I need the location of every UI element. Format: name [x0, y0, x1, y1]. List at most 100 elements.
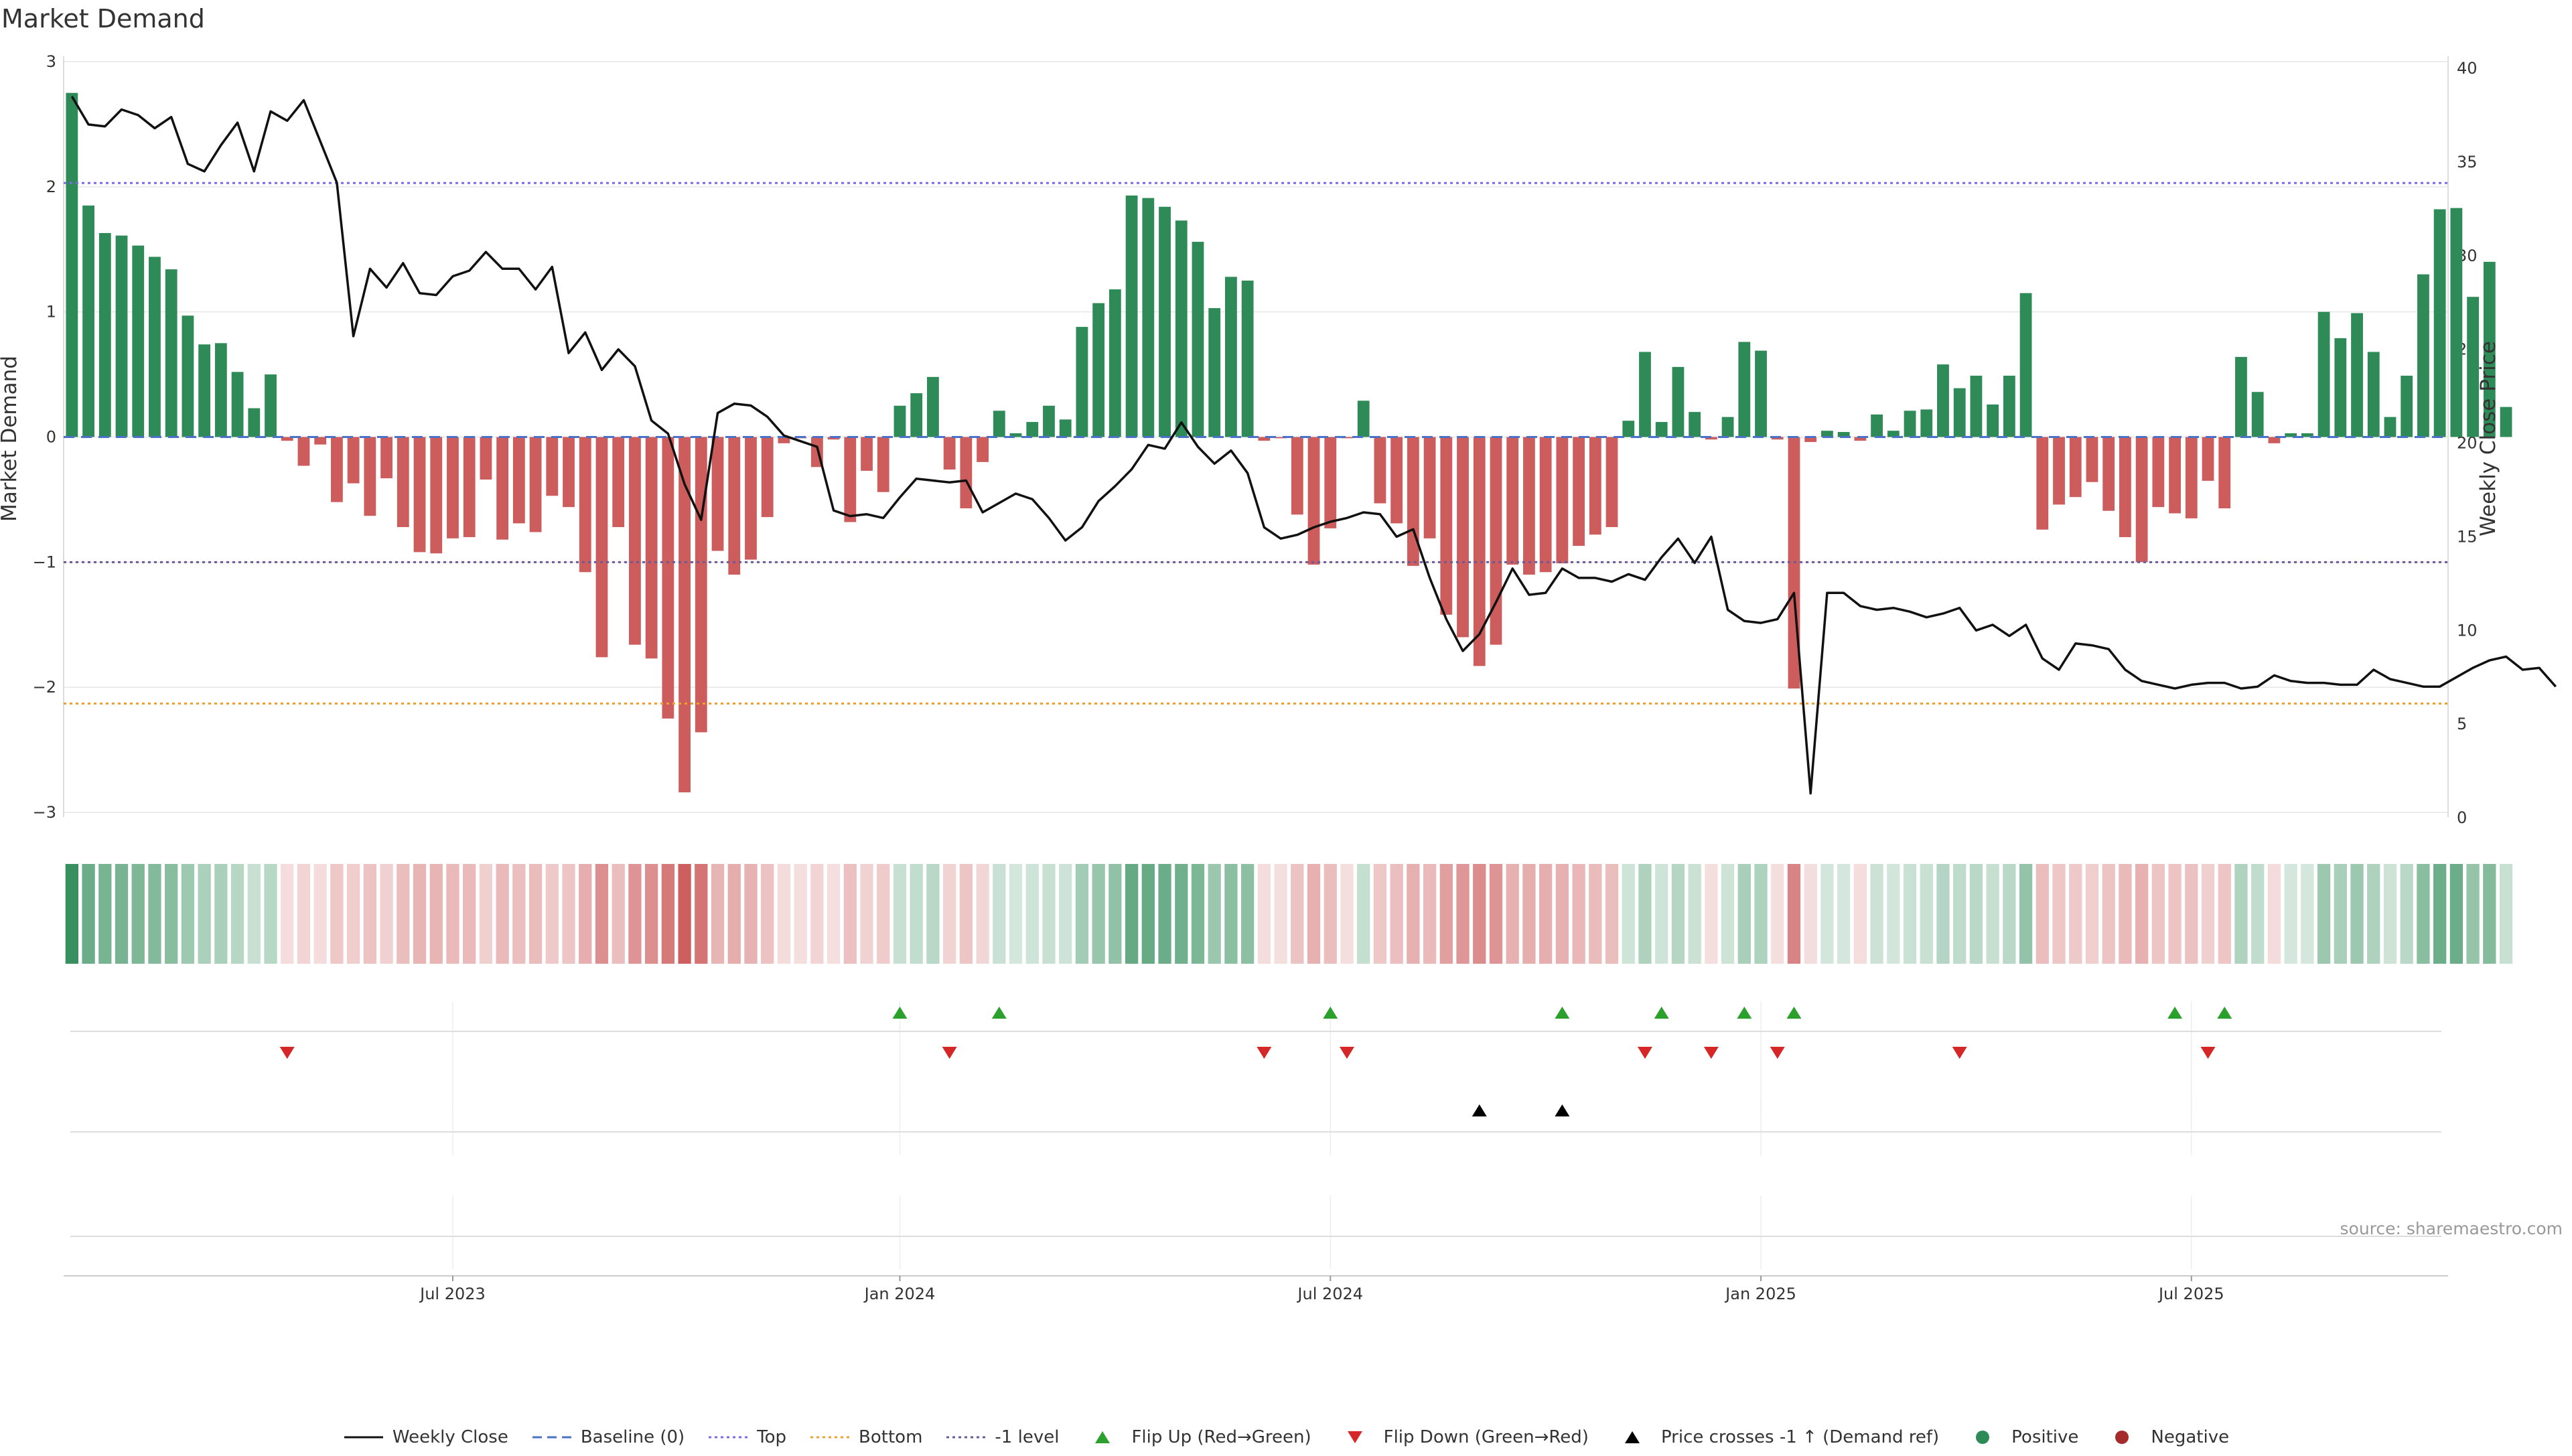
demand-bar: [1705, 437, 1717, 440]
strip-cell: [1920, 864, 1933, 964]
strip-cell: [2151, 864, 2165, 964]
legend-item: Negative: [2101, 1427, 2229, 1447]
flip-up-marker: [1323, 1007, 1338, 1019]
demand-bar: [894, 405, 906, 437]
strip-cell: [1390, 864, 1403, 964]
strip-cell: [810, 864, 824, 964]
strip-cell: [397, 864, 410, 964]
flip-down-marker: [1952, 1047, 1967, 1059]
flip-up-marker: [991, 1007, 1007, 1019]
strip-cell: [2019, 864, 2033, 964]
demand-bar: [248, 408, 261, 437]
price-cross-panel: [70, 1098, 2441, 1155]
demand-bar: [861, 437, 873, 471]
demand-bar: [1755, 350, 1767, 437]
demand-bar: [877, 437, 889, 492]
strip-cell: [1887, 864, 1900, 964]
legend-item: Flip Up (Red→Green): [1082, 1427, 1311, 1447]
demand-bar: [1639, 352, 1651, 437]
demand-bar: [1407, 437, 1419, 566]
strip-cell: [463, 864, 476, 964]
y2-tick-label: 15: [2457, 527, 2478, 546]
demand-bar: [993, 411, 1005, 437]
legend-label: Flip Up (Red→Green): [1131, 1427, 1311, 1447]
demand-bar: [2235, 356, 2247, 437]
demand-bar: [1556, 437, 1569, 564]
strip-cell: [2201, 864, 2215, 964]
strip-cell: [744, 864, 758, 964]
flip-up-marker: [1737, 1007, 1752, 1019]
strip-cell: [1870, 864, 1883, 964]
strip-cell: [1589, 864, 1602, 964]
legend-label: Weekly Close: [392, 1427, 508, 1447]
strip-cell: [2119, 864, 2132, 964]
strip-cell: [843, 864, 857, 964]
demand-bar: [1589, 437, 1601, 535]
x-tick-label: Jul 2023: [419, 1285, 486, 1303]
flip-down-marker: [1703, 1047, 1719, 1059]
demand-bar: [2169, 437, 2181, 514]
demand-bar: [761, 437, 774, 518]
strip-cell: [1307, 864, 1321, 964]
demand-bar: [2036, 437, 2049, 530]
strip-cell: [198, 864, 211, 964]
strip-cell: [1903, 864, 1917, 964]
flip-down-marker: [1339, 1047, 1354, 1059]
demand-bar: [910, 393, 923, 437]
demand-bar: [1655, 422, 1668, 437]
strip-cell: [1456, 864, 1470, 964]
demand-bar: [645, 437, 658, 659]
demand-bar: [1987, 404, 1999, 437]
x-tick-label: Jul 2025: [2157, 1285, 2224, 1303]
demand-bar: [214, 343, 227, 437]
strip-cell: [893, 864, 907, 964]
demand-bar: [1490, 437, 1502, 645]
strip-cell: [2003, 864, 2016, 964]
strip-cell: [579, 864, 592, 964]
strip-cell: [1555, 864, 1569, 964]
demand-bar: [1738, 342, 1751, 437]
demand-bar: [612, 437, 625, 528]
strip-cell: [827, 864, 841, 964]
demand-bar: [1374, 437, 1386, 504]
legend-item: Baseline (0): [531, 1427, 685, 1447]
demand-bar: [2185, 437, 2198, 518]
strip-cell: [1224, 864, 1238, 964]
strip-cell: [2383, 864, 2397, 964]
legend-symbol-icon: [946, 1436, 986, 1439]
strip-cell: [1158, 864, 1171, 964]
demand-bar: [2500, 407, 2512, 437]
demand-bar: [1109, 289, 1121, 437]
demand-bar: [149, 257, 161, 437]
strip-cell: [1936, 864, 1950, 964]
demand-bar: [1275, 437, 1287, 439]
demand-bar: [579, 437, 591, 573]
strip-cell: [1473, 864, 1486, 964]
flip-down-marker: [279, 1047, 295, 1059]
demand-bar: [2053, 437, 2065, 505]
strip-cell: [2284, 864, 2297, 964]
strip-cell: [612, 864, 625, 964]
strip-cell: [264, 864, 277, 964]
legend-item: Weekly Close: [343, 1427, 508, 1447]
demand-bar: [2102, 437, 2115, 511]
flip-up-marker: [1555, 1007, 1570, 1019]
flip-down-marker: [1637, 1047, 1652, 1059]
demand-color-strip: [65, 864, 2513, 964]
strip-cell: [165, 864, 178, 964]
demand-bar: [1076, 327, 1088, 437]
demand-bar: [546, 437, 559, 496]
strip-cell: [926, 864, 940, 964]
demand-bar: [1605, 437, 1618, 528]
demand-bar: [132, 245, 145, 437]
demand-bar: [447, 437, 459, 538]
strip-cell: [2267, 864, 2281, 964]
strip-cell: [115, 864, 129, 964]
demand-bar: [182, 315, 194, 437]
strip-cell: [1373, 864, 1387, 964]
demand-bar: [2003, 375, 2015, 437]
demand-bar: [1258, 437, 1271, 441]
strip-cell: [363, 864, 377, 964]
strip-cell: [794, 864, 807, 964]
legend-symbol-icon: [2115, 1431, 2129, 1444]
